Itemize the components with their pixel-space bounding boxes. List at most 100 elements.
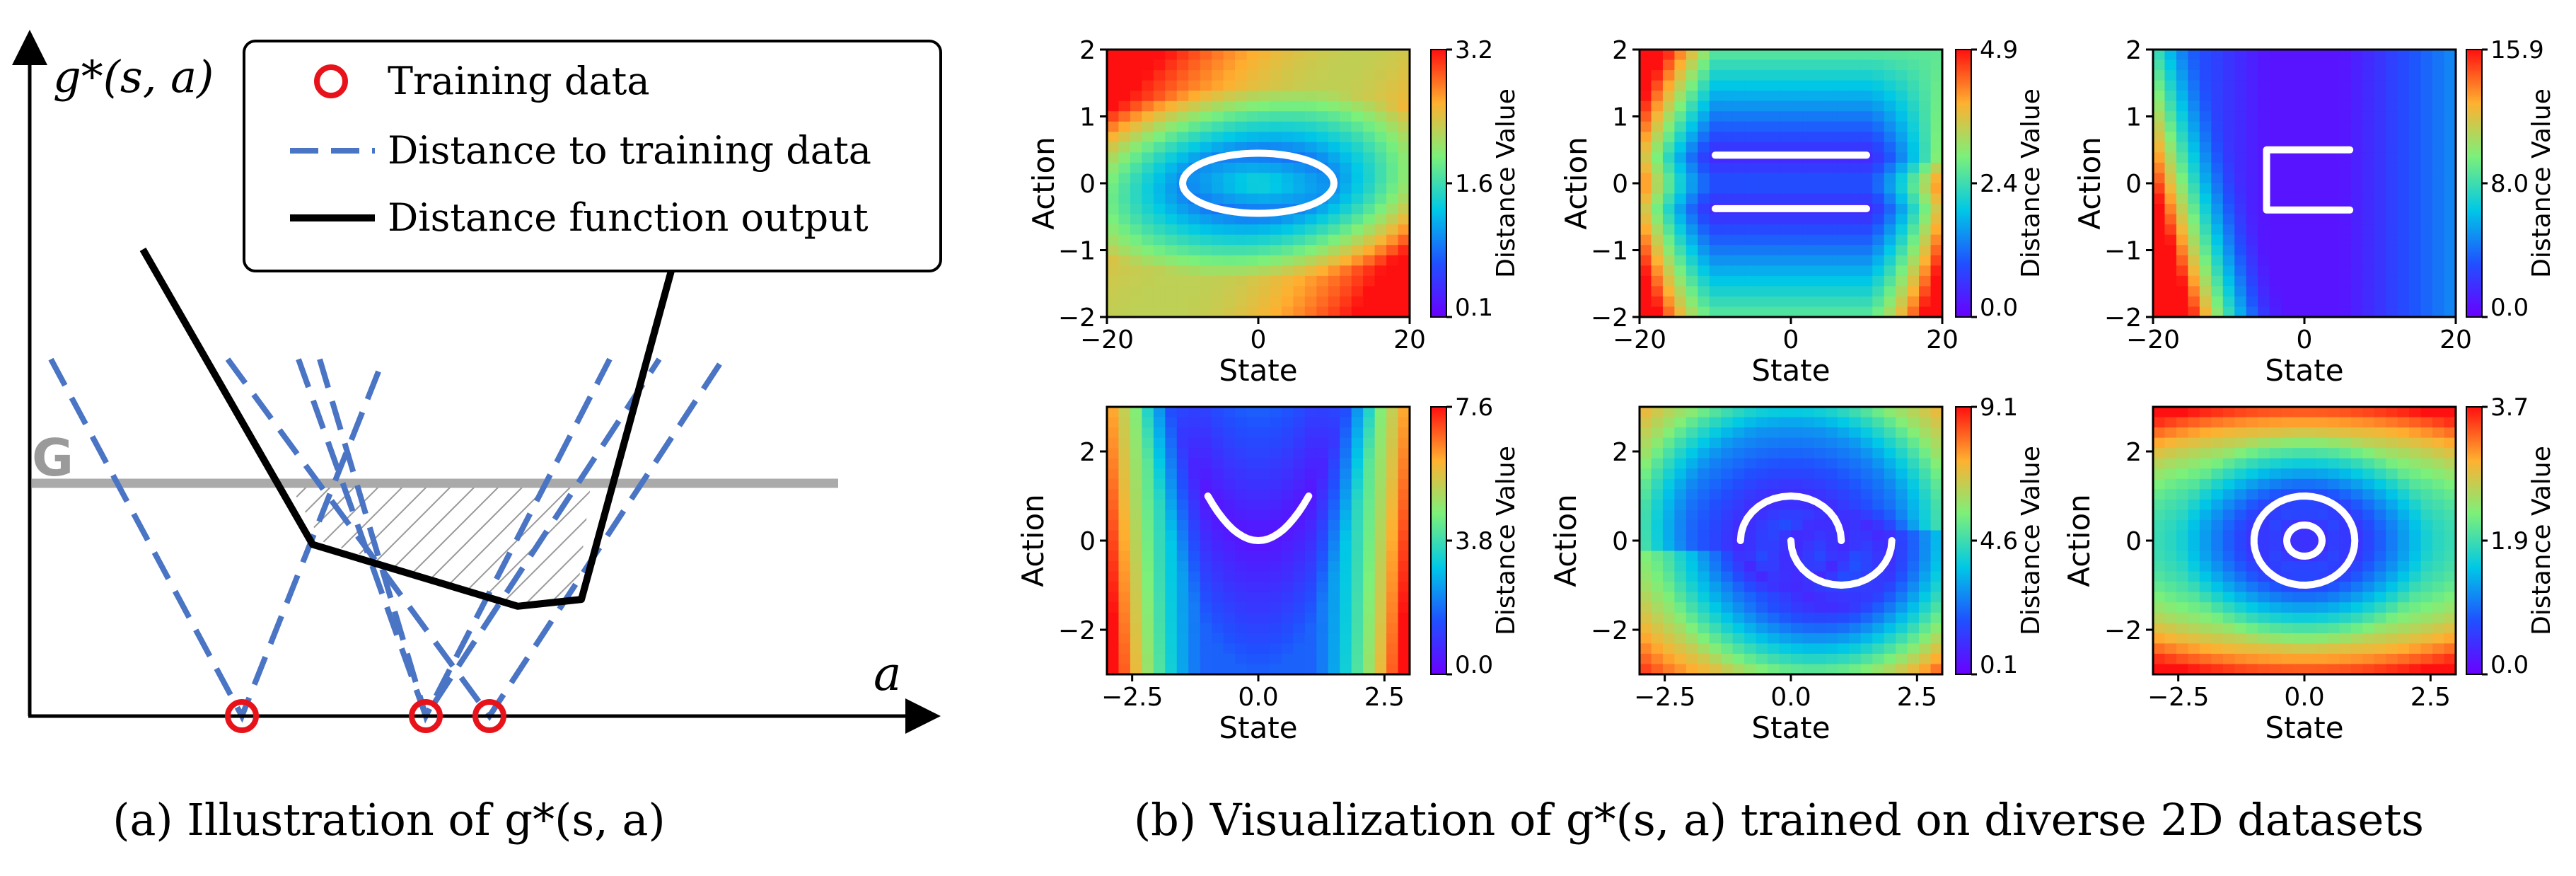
heatmap-cell [1651, 582, 1664, 593]
heatmap-cell [2199, 204, 2212, 215]
heatmap-cell [2292, 541, 2305, 552]
heatmap-cell [1212, 561, 1224, 572]
heatmap-cell [1107, 286, 1120, 297]
heatmap-cell [1686, 111, 1699, 122]
heatmap-cell [1814, 623, 1827, 634]
heatmap-cell [1374, 509, 1387, 521]
y-tick-label: 0 [1079, 170, 1096, 199]
heatmap-cell [1732, 245, 1745, 256]
heatmap-cell [2350, 80, 2364, 91]
heatmap-cell [1662, 530, 1676, 541]
heatmap-cell [1826, 571, 1838, 582]
heatmap-cell [2258, 100, 2270, 113]
heatmap-cell [1662, 204, 1676, 215]
heatmap-cell [2444, 571, 2456, 582]
heatmap-cell [1872, 499, 1885, 511]
heatmap-cell [2153, 509, 2166, 521]
heatmap-cell [1304, 234, 1318, 246]
heatmap-cell [1756, 234, 1768, 246]
heatmap-cell [2176, 296, 2189, 308]
heatmap-cell [1118, 633, 1131, 645]
heatmap-cell [1363, 224, 1376, 236]
heatmap-cell [1258, 664, 1271, 675]
heatmap-cell [1165, 530, 1178, 541]
heatmap-cell [1293, 121, 1306, 133]
heatmap-cell [2444, 551, 2456, 562]
y-tick-label: −1 [1591, 237, 1628, 266]
heatmap-cell [2327, 643, 2340, 655]
heatmap-cell [2164, 468, 2177, 480]
heatmap-cell [2211, 111, 2224, 122]
heatmap-cell [2432, 489, 2445, 500]
heatmap-cell [1142, 571, 1154, 582]
heatmap-cell [1884, 204, 1896, 215]
heatmap-cell [1142, 499, 1154, 511]
heatmap-cell [1814, 592, 1827, 604]
heatmap-cell [1930, 162, 1943, 174]
heatmap-cell [2292, 152, 2305, 163]
heatmap-cell [1732, 234, 1745, 246]
heatmap-cell [1176, 519, 1190, 531]
heatmap-cell [1212, 551, 1224, 562]
heatmap-cell [1860, 142, 1874, 154]
heatmap-cell [1919, 245, 1932, 256]
heatmap-cell [1386, 643, 1399, 655]
heatmap-cell [2234, 162, 2247, 174]
heatmap-cell [1340, 489, 1352, 500]
heatmap-cell [1142, 541, 1154, 552]
heatmap-cell [2316, 653, 2328, 665]
heatmap-cell [2327, 561, 2340, 572]
heatmap-cell [2386, 100, 2398, 113]
heatmap-cell [2281, 132, 2294, 143]
heatmap-cell [1686, 561, 1699, 572]
heatmap-cell [1176, 478, 1190, 490]
heatmap-cell [1802, 417, 1815, 428]
heatmap-cell [1142, 602, 1154, 613]
heatmap-cell [2432, 468, 2445, 480]
heatmap-cells [2153, 50, 2456, 318]
heatmap-cell [1640, 551, 1652, 562]
heatmap-cell [1930, 255, 1943, 267]
heatmap-cell [1281, 50, 1294, 61]
heatmap-cell [2188, 132, 2200, 143]
heatmap-cell [2420, 417, 2433, 428]
heatmap-cell [1281, 173, 1294, 184]
heatmap-cell [1246, 234, 1259, 246]
heatmap-cell [1107, 448, 1120, 459]
heatmap-cell [2222, 489, 2236, 500]
heatmap-cell [1732, 664, 1745, 675]
heatmap-cell [1258, 499, 1271, 511]
heatmap-cell [2153, 59, 2166, 71]
heatmap-cell [1328, 100, 1341, 113]
heatmap-cell [1328, 306, 1341, 318]
heatmap-cell [1200, 653, 1212, 665]
heatmap-cell [1293, 183, 1306, 195]
heatmap-cell [1258, 275, 1271, 287]
heatmap-cell [1768, 478, 1780, 490]
heatmap-cells [1107, 407, 1410, 675]
heatmap-cell [1351, 204, 1364, 215]
heatmap-cell [1837, 306, 1850, 318]
heatmap-cell [1200, 265, 1212, 277]
heatmap-cell [2199, 50, 2212, 61]
heatmap-cell [1698, 582, 1710, 593]
heatmap-cell [1779, 623, 1792, 634]
heatmap-cell [1374, 478, 1387, 490]
training-data-points [1736, 492, 1845, 544]
heatmap-cell [1374, 91, 1387, 102]
heatmap-cell [1153, 296, 1166, 308]
heatmap-cell [1235, 571, 1248, 582]
heatmap-cell [2269, 489, 2282, 500]
heatmap-cell [1304, 265, 1318, 277]
heatmap-cell [1872, 519, 1885, 531]
heatmap-cell [1340, 306, 1352, 318]
heatmap-cell [1246, 70, 1259, 81]
heatmap-cell [1674, 224, 1687, 236]
heatmap-cell [1398, 582, 1410, 593]
heatmap-cell [1293, 80, 1306, 91]
heatmap-cell [1386, 121, 1399, 133]
heatmap-cell [1118, 193, 1131, 204]
heatmap-cell [2339, 286, 2352, 297]
heatmap-cell [1363, 519, 1376, 531]
heatmap-cell [2188, 142, 2200, 154]
